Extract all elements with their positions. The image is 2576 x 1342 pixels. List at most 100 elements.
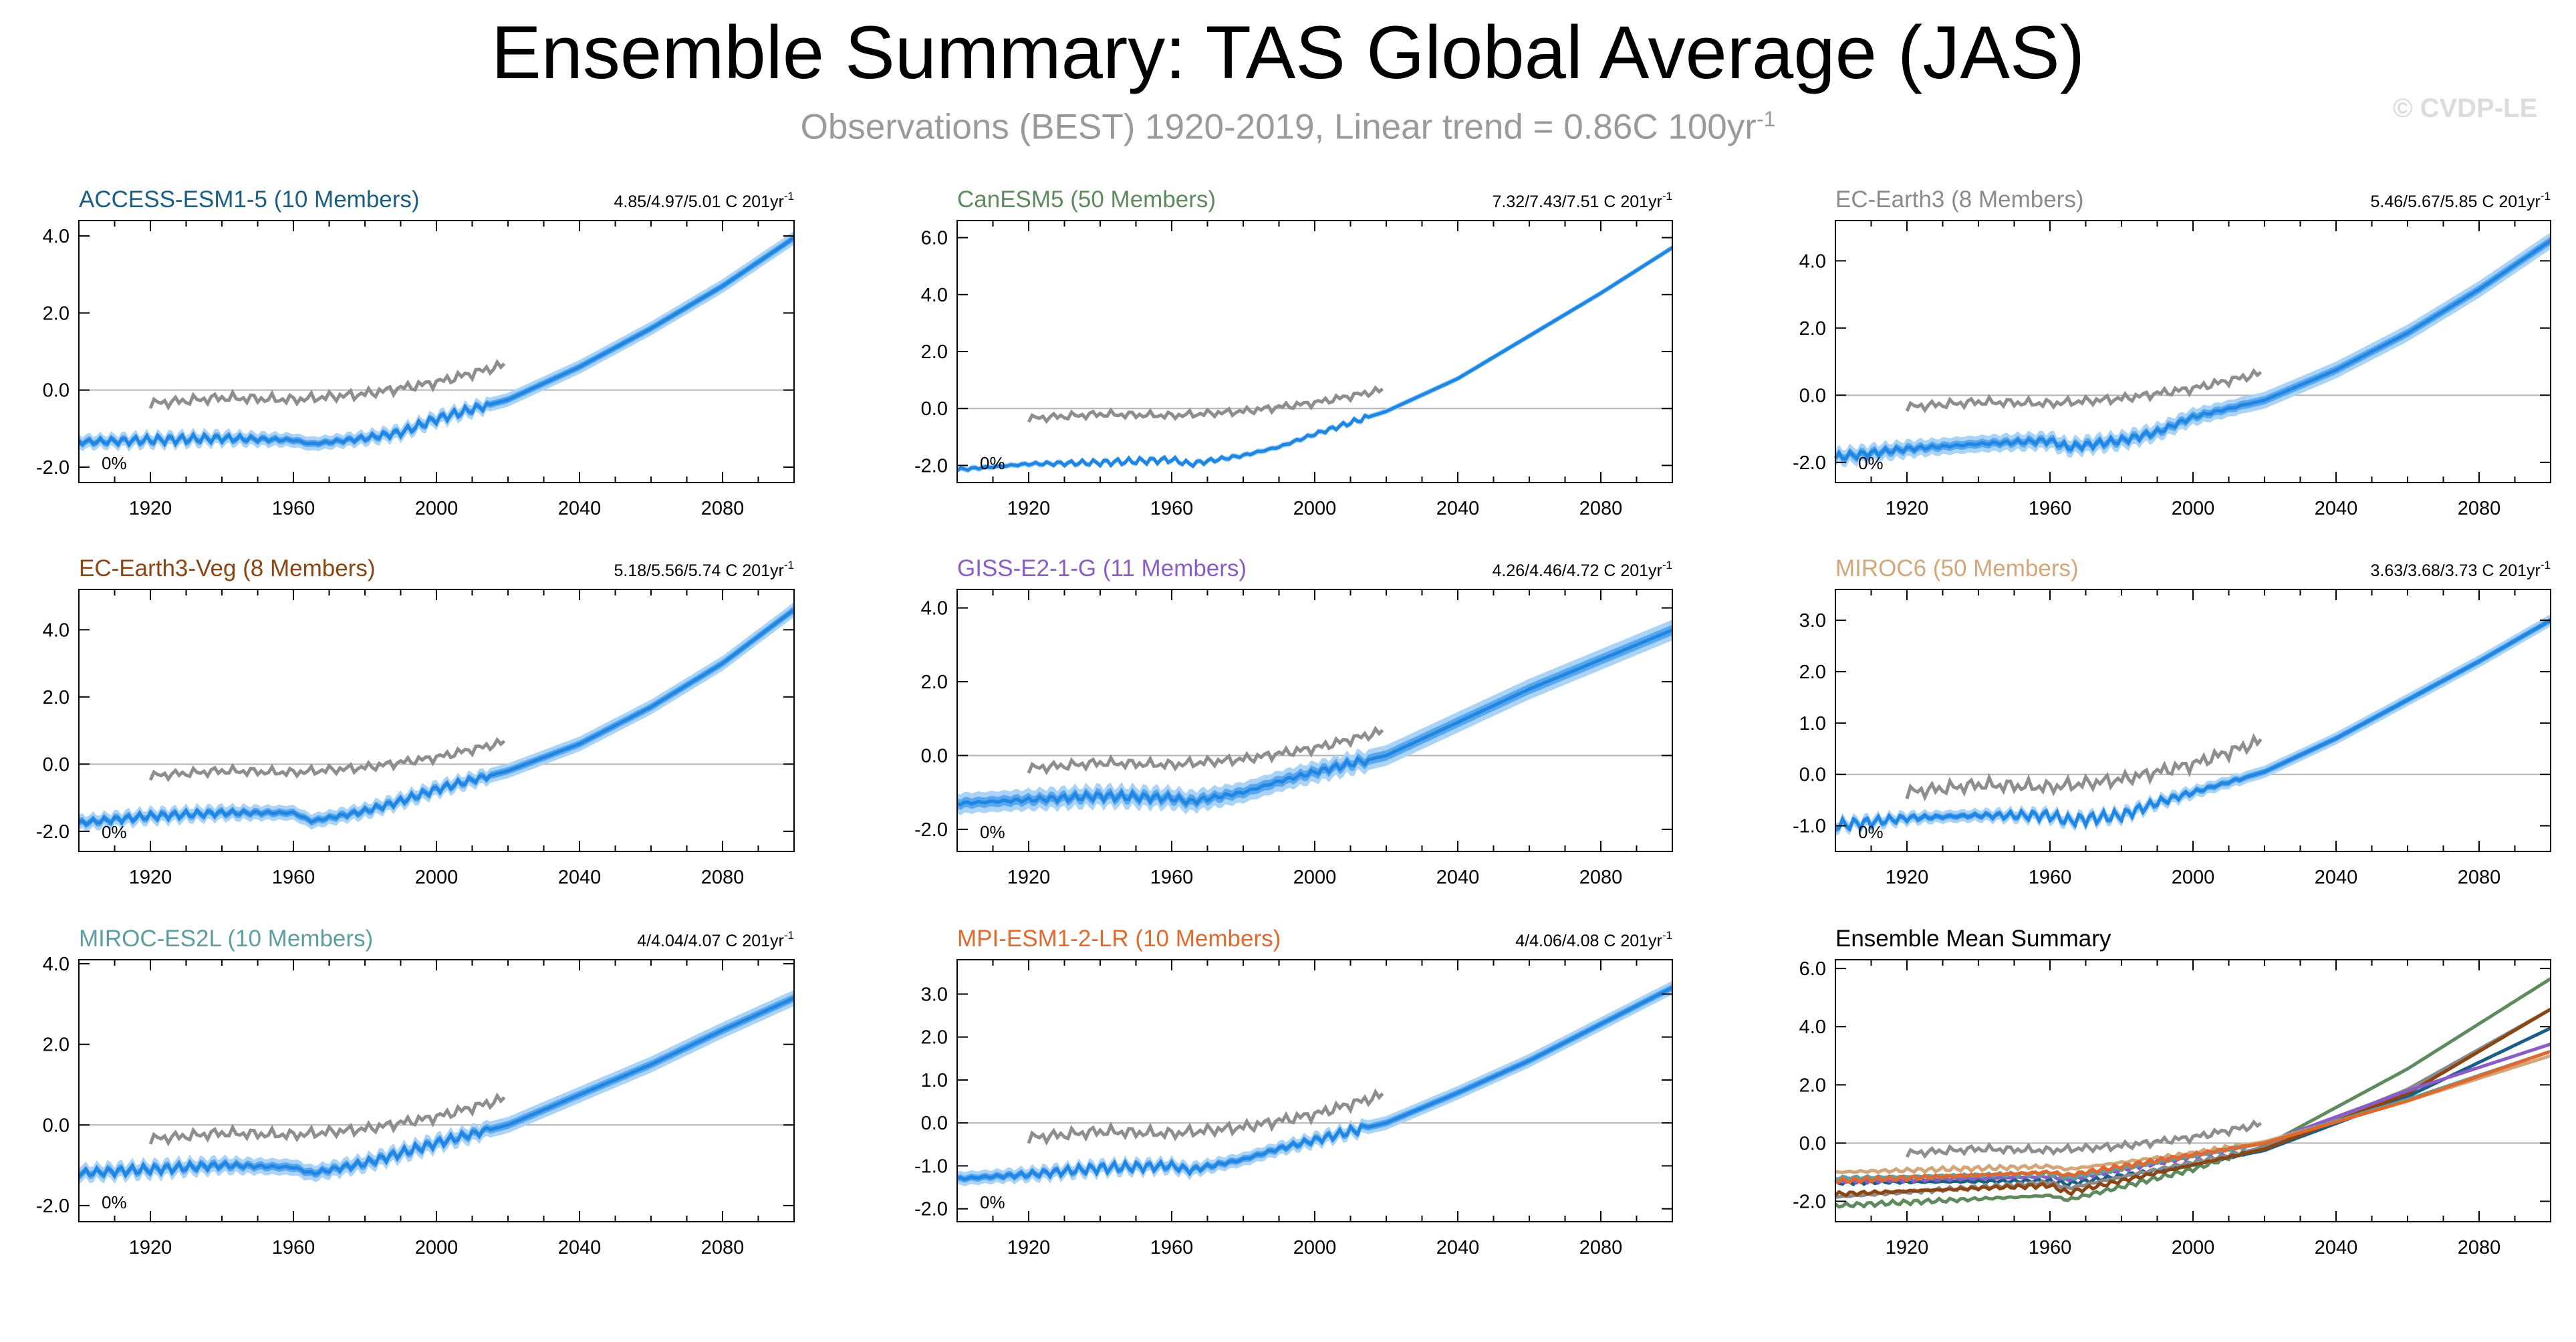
chart-panel-8: 1920 1960 2000 2040 2080 3.0 2.0 1.0 0.0 -1.0 -2.0… xyxy=(914,926,1674,1258)
y-tick-label: 3.0 xyxy=(1799,610,1826,632)
panel-title: GISS-E2-1-G (11 Members) xyxy=(957,555,1247,581)
chart-panel-3: 1920 1960 2000 2040 2080 4.0 2.0 0.0 -2.0 EC-Eart… xyxy=(1793,186,2552,519)
y-tick-label: 4.0 xyxy=(43,226,70,247)
x-tick-label: 2040 xyxy=(558,1237,602,1258)
x-tick-label: 2080 xyxy=(701,1237,745,1258)
panel-title: Ensemble Mean Summary xyxy=(1835,926,2111,952)
ensemble-inner-band xyxy=(957,246,1672,473)
x-tick-label: 1920 xyxy=(1886,867,1929,888)
x-tick-label: 2040 xyxy=(558,498,602,519)
percent-annotation: 0% xyxy=(980,453,1005,473)
x-tick-label: 1920 xyxy=(129,1237,172,1258)
x-tick-label: 2080 xyxy=(1579,498,1623,519)
y-tick-label: 0.0 xyxy=(1799,765,1826,786)
percent-annotation: 0% xyxy=(1858,822,1884,842)
percent-annotation: 0% xyxy=(102,1192,127,1212)
x-tick-label: 1960 xyxy=(1150,1237,1194,1258)
observations-line xyxy=(1905,733,2263,802)
plot-frame xyxy=(956,220,1673,483)
panel-title: MIROC6 (50 Members) xyxy=(1835,555,2079,581)
subtitle-main: Observations (BEST) 1920-2019, Linear tr… xyxy=(800,107,1757,147)
observations-line xyxy=(148,1092,506,1147)
subtitle-superscript: -1 xyxy=(1756,107,1776,131)
ensemble-mean-line xyxy=(1833,239,2552,461)
x-tick-label: 1920 xyxy=(129,498,172,519)
panel-title: EC-Earth3 (8 Members) xyxy=(1835,186,2083,213)
ensemble-spread-band xyxy=(79,990,794,1185)
x-tick-label: 1920 xyxy=(1886,1237,1929,1258)
ensemble-spread-band xyxy=(1835,232,2551,467)
ensemble-spread-band xyxy=(957,245,1672,474)
model-mean-line-2 xyxy=(1834,977,2552,1209)
x-tick-label: 2040 xyxy=(2315,1237,2358,1258)
y-tick-label: 4.0 xyxy=(1799,1017,1826,1038)
y-tick-label: 2.0 xyxy=(921,342,948,363)
ensemble-inner-band xyxy=(79,606,794,829)
y-tick-label: 3.0 xyxy=(921,984,948,1005)
y-tick-label: 0.0 xyxy=(43,1115,70,1136)
y-tick-label: 4.0 xyxy=(43,954,70,975)
y-tick-label: 4.0 xyxy=(921,598,948,620)
y-tick-label: 1.0 xyxy=(1799,713,1826,734)
x-tick-label: 2000 xyxy=(415,498,459,519)
trend-stat: 3.63/3.68/3.73 C 201yr-1 xyxy=(2371,559,2551,580)
ensemble-inner-band xyxy=(79,994,794,1181)
y-tick-label: 1.0 xyxy=(921,1070,948,1091)
x-tick-label: 2080 xyxy=(701,867,745,888)
percent-annotation: 0% xyxy=(980,1192,1005,1212)
x-tick-label: 2000 xyxy=(1293,498,1337,519)
plot-frame xyxy=(78,959,795,1222)
y-tick-label: 6.0 xyxy=(921,228,948,249)
observations-line xyxy=(1905,368,2263,414)
y-tick-label: 6.0 xyxy=(1799,958,1826,980)
y-tick-label: 4.0 xyxy=(43,620,70,641)
y-tick-label: 0.0 xyxy=(43,754,70,775)
chart-panel-7: 1920 1960 2000 2040 2080 4.0 2.0 0.0 -2.0 MIROC-E… xyxy=(36,926,795,1258)
y-tick-label: 2.0 xyxy=(921,672,948,693)
plot-frame xyxy=(956,589,1673,852)
chart-panel-2: 1920 1960 2000 2040 2080 6.0 4.0 2.0 0.0 -2.0 CanE… xyxy=(914,186,1674,519)
percent-annotation: 0% xyxy=(980,822,1005,842)
y-tick-label: -1.0 xyxy=(914,1156,948,1177)
chart-panel-6: 1920 1960 2000 2040 2080 3.0 2.0 1.0 0.0 -1.0 MIRO… xyxy=(1793,555,2552,888)
y-tick-label: 2.0 xyxy=(43,1035,70,1056)
x-tick-label: 2080 xyxy=(1579,867,1623,888)
figure-title: Ensemble Summary: TAS Global Average (JA… xyxy=(491,11,2085,94)
chart-panel-1: 1920 1960 2000 2040 2080 4.0 2.0 0.0 -2.0 ACCESS-… xyxy=(36,186,795,519)
x-tick-label: 1920 xyxy=(129,867,172,888)
panel-title: MPI-ESM1-2-LR (10 Members) xyxy=(957,926,1281,952)
ensemble-inner-band xyxy=(1835,236,2551,463)
x-tick-label: 2000 xyxy=(2172,1237,2215,1258)
panel-title: ACCESS-ESM1-5 (10 Members) xyxy=(79,186,420,213)
x-tick-label: 2000 xyxy=(1293,1237,1337,1258)
ensemble-spread-band xyxy=(957,980,1672,1186)
y-tick-label: -1.0 xyxy=(1793,816,1826,837)
x-tick-label: 2040 xyxy=(2315,867,2358,888)
observations-line xyxy=(1027,725,1384,775)
x-tick-label: 2040 xyxy=(558,867,602,888)
y-tick-label: 0.0 xyxy=(921,398,948,420)
x-tick-label: 1960 xyxy=(2029,867,2072,888)
ensemble-mean-line xyxy=(957,986,1674,1182)
y-tick-label: -2.0 xyxy=(36,821,70,843)
ensemble-inner-band xyxy=(79,234,794,448)
trend-stat: 4/4.06/4.08 C 201yr-1 xyxy=(1515,929,1672,950)
y-tick-label: 0.0 xyxy=(1799,385,1826,406)
x-tick-label: 2080 xyxy=(2458,867,2501,888)
percent-annotation: 0% xyxy=(1858,453,1884,473)
y-tick-label: 0.0 xyxy=(1799,1133,1826,1154)
y-tick-label: 4.0 xyxy=(921,285,948,306)
x-tick-label: 2080 xyxy=(701,498,745,519)
x-tick-label: 2000 xyxy=(2172,867,2215,888)
x-tick-label: 1960 xyxy=(272,867,315,888)
ensemble-inner-band xyxy=(957,984,1672,1183)
y-tick-label: -2.0 xyxy=(36,1196,70,1217)
x-tick-label: 2040 xyxy=(1436,1237,1480,1258)
x-tick-label: 2000 xyxy=(415,867,459,888)
x-tick-label: 1960 xyxy=(1150,867,1194,888)
x-tick-label: 1960 xyxy=(2029,498,2072,519)
x-tick-label: 2000 xyxy=(415,1237,459,1258)
y-tick-label: -2.0 xyxy=(914,1199,948,1220)
ensemble-mean-line xyxy=(78,236,795,448)
y-tick-label: 2.0 xyxy=(43,687,70,708)
